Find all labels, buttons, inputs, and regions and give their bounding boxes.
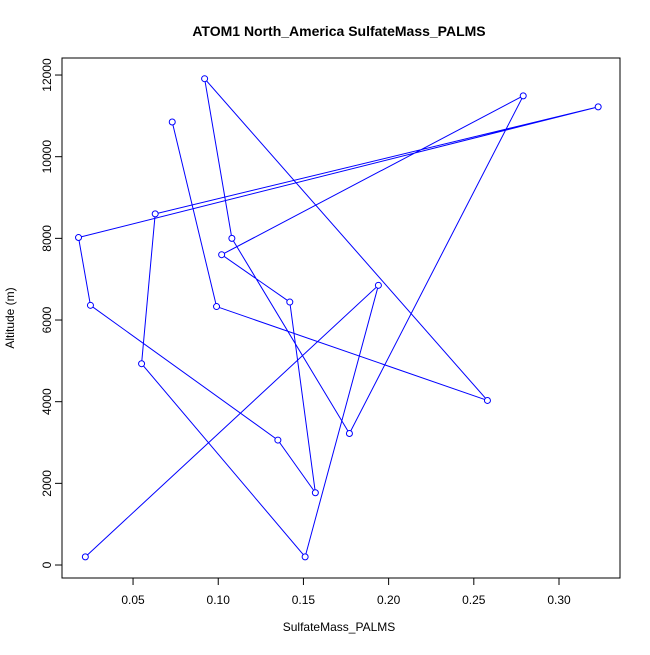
data-point (594, 103, 602, 111)
data-point (218, 251, 226, 259)
data-point (168, 118, 176, 126)
data-point (374, 281, 382, 289)
data-point (345, 430, 353, 438)
y-tick-label: 12000 (40, 58, 54, 92)
x-tick-label: 0.15 (292, 593, 316, 607)
data-point (519, 92, 527, 100)
data-point (138, 360, 146, 368)
data-point (483, 396, 491, 404)
data-point (228, 234, 236, 242)
plot-frame (61, 57, 621, 579)
x-tick-label: 0.20 (377, 593, 401, 607)
data-point (274, 436, 282, 444)
data-point (201, 75, 209, 83)
data-point (213, 303, 221, 311)
data-point (81, 553, 89, 561)
x-tick-label: 0.30 (547, 593, 571, 607)
x-tick-label: 0.10 (207, 593, 231, 607)
y-tick-label: 2000 (40, 470, 54, 497)
data-line (77, 77, 599, 558)
data-point (151, 210, 159, 218)
y-tick-label: 0 (40, 561, 54, 568)
y-tick-label: 10000 (40, 140, 54, 174)
y-tick-label: 6000 (40, 306, 54, 333)
x-axis-label: SulfateMass_PALMS (283, 620, 396, 634)
data-point (75, 234, 83, 242)
x-tick-label: 0.05 (121, 593, 145, 607)
chart-title: ATOM1 North_America SulfateMass_PALMS (192, 23, 485, 39)
y-tick-label: 4000 (40, 388, 54, 415)
x-tick-label: 0.25 (462, 593, 486, 607)
data-point (86, 301, 94, 309)
y-tick-label: 8000 (40, 225, 54, 252)
data-point (311, 489, 319, 497)
data-point (301, 553, 309, 561)
y-axis-label: Altitude (m) (3, 287, 17, 348)
data-point (286, 298, 294, 306)
